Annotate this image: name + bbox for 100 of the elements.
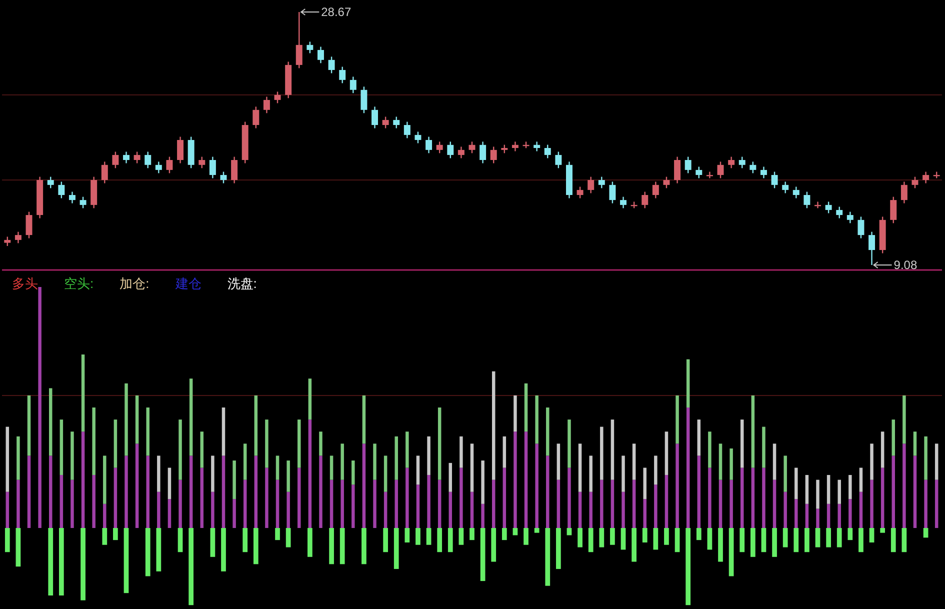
bar — [481, 504, 484, 528]
bar — [708, 432, 712, 468]
bar — [308, 528, 312, 557]
bar — [902, 444, 906, 528]
candlestick — [890, 196, 897, 224]
bar — [308, 420, 312, 528]
bar — [460, 468, 463, 528]
candlestick — [512, 141, 518, 152]
bar — [654, 456, 658, 485]
candlestick — [209, 156, 216, 179]
bar — [340, 444, 344, 480]
candlestick — [80, 196, 86, 209]
bar — [870, 480, 874, 528]
bar — [848, 528, 853, 540]
bar — [470, 444, 474, 492]
candlestick — [263, 96, 270, 114]
bar — [826, 528, 831, 548]
candlestick — [642, 191, 648, 209]
bar — [16, 528, 21, 567]
bar — [556, 480, 560, 528]
annotation: 9.08 — [894, 258, 918, 272]
bar — [298, 420, 301, 468]
bar — [588, 528, 594, 552]
bar — [707, 528, 712, 550]
bar — [308, 378, 312, 420]
candlestick — [58, 181, 65, 199]
bar — [221, 528, 226, 572]
bar — [448, 492, 452, 528]
bar — [610, 480, 614, 528]
bar — [319, 432, 322, 456]
candlestick — [134, 151, 140, 164]
bar — [534, 528, 540, 533]
candlestick — [609, 181, 616, 204]
bar — [761, 528, 766, 552]
annotation: 空头: — [64, 276, 94, 291]
bar — [815, 528, 820, 548]
candlestick — [534, 141, 540, 152]
bar — [556, 444, 560, 480]
candlestick — [728, 156, 735, 169]
bar — [406, 468, 409, 528]
bar — [49, 456, 52, 528]
candlestick — [555, 151, 562, 169]
bar — [243, 444, 247, 480]
bar — [373, 444, 376, 480]
bar — [696, 528, 702, 540]
bar — [708, 468, 712, 528]
bar — [545, 528, 550, 586]
bar — [113, 528, 118, 540]
bar — [254, 456, 258, 528]
bar — [480, 528, 486, 582]
bar — [686, 408, 690, 528]
bar — [491, 528, 496, 562]
candlestick — [372, 106, 378, 129]
candlestick — [231, 156, 238, 184]
candlestick — [900, 181, 908, 204]
candlestick — [750, 161, 756, 174]
candlestick — [68, 191, 76, 204]
candlestick — [144, 151, 152, 169]
candlestick — [112, 151, 119, 169]
bar — [610, 528, 615, 545]
annotation: 洗盘: — [227, 276, 257, 291]
bar — [913, 432, 917, 456]
bar — [859, 468, 863, 492]
bar — [329, 528, 334, 564]
bar — [772, 444, 776, 480]
candlestick — [663, 176, 670, 189]
candlestick — [328, 56, 335, 74]
bar — [124, 456, 128, 528]
bar — [135, 444, 139, 528]
bar — [632, 444, 636, 480]
bar — [848, 499, 852, 528]
candlestick — [360, 86, 368, 114]
bar — [524, 383, 528, 432]
bar — [686, 528, 691, 606]
bar — [600, 480, 604, 528]
candlestick — [436, 141, 443, 154]
candlestick — [490, 146, 497, 164]
bar — [718, 444, 722, 480]
bar — [686, 359, 690, 408]
bar — [124, 528, 129, 594]
bar — [168, 468, 172, 500]
bar — [340, 528, 345, 564]
bar — [730, 448, 733, 480]
bar — [92, 474, 96, 528]
bar — [848, 474, 852, 500]
bar — [211, 456, 214, 492]
bar — [816, 480, 820, 509]
bar — [632, 480, 636, 528]
bar — [438, 408, 442, 480]
bar — [535, 444, 538, 528]
bar — [460, 436, 463, 468]
bar — [622, 456, 625, 492]
bar — [427, 474, 430, 528]
bar — [330, 480, 334, 528]
bar — [740, 420, 744, 468]
bar — [70, 432, 74, 480]
bar — [60, 474, 64, 528]
bar — [805, 504, 809, 528]
bar — [438, 480, 442, 528]
bar — [502, 436, 506, 468]
